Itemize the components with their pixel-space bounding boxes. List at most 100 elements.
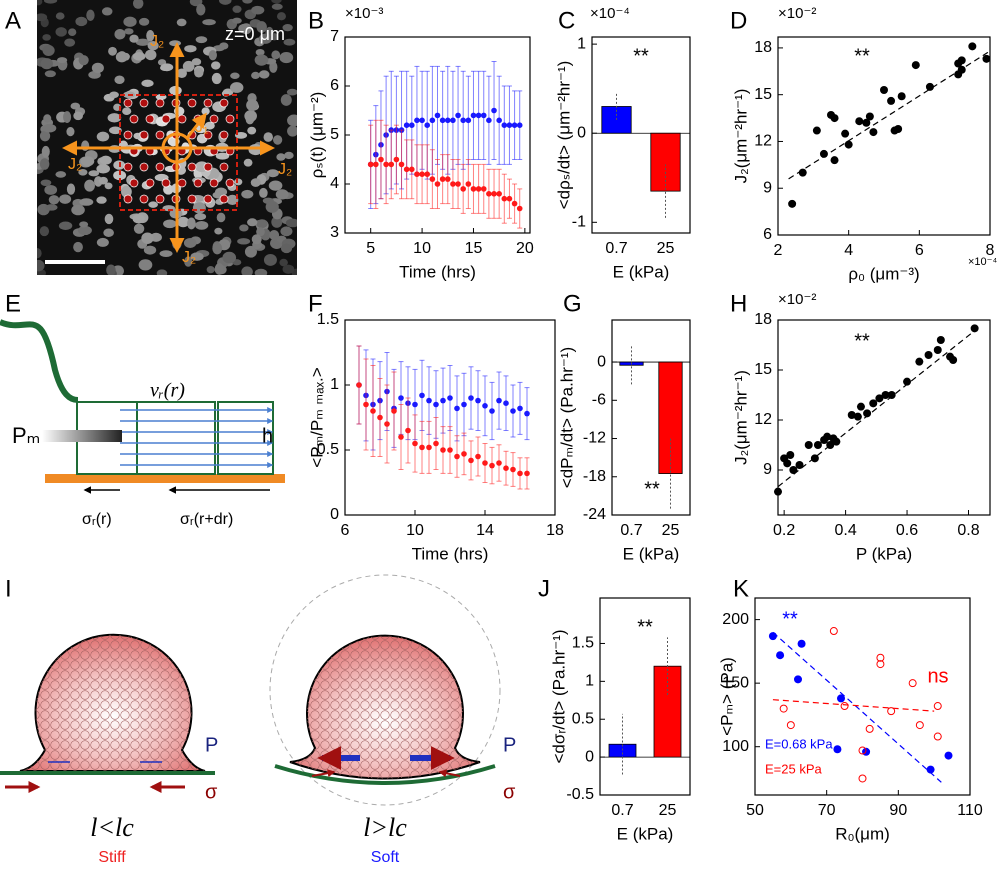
point bbox=[419, 171, 425, 177]
y-tick-label: -1 bbox=[572, 214, 586, 231]
nucleus bbox=[263, 253, 277, 266]
nucleus bbox=[78, 168, 88, 176]
nucleus bbox=[63, 111, 72, 124]
point bbox=[915, 357, 924, 366]
point bbox=[908, 679, 917, 688]
cell-dot bbox=[225, 114, 235, 124]
point bbox=[865, 112, 874, 121]
point bbox=[412, 401, 418, 408]
point bbox=[925, 82, 934, 91]
plot-frame bbox=[344, 319, 556, 516]
point bbox=[933, 346, 942, 354]
y-tick-label: 1 bbox=[585, 673, 594, 690]
tissue-edge bbox=[0, 319, 79, 403]
point bbox=[524, 410, 530, 417]
y-tick-label: 6 bbox=[330, 77, 339, 94]
pressure-label: P bbox=[205, 734, 218, 756]
nucleus bbox=[68, 28, 77, 37]
nucleus bbox=[37, 13, 48, 22]
annotation: ** bbox=[782, 608, 798, 630]
y-axis-label: <dPₘ/dt> (Pa.hr⁻¹) bbox=[557, 347, 576, 488]
cell-dot bbox=[155, 130, 165, 140]
annotation: E=0.68 kPa bbox=[765, 736, 833, 751]
y-axis-label: <Pₘ/Pₘ ₘₐₓ.> bbox=[307, 367, 326, 467]
nucleus bbox=[187, 217, 196, 230]
nucleus bbox=[240, 23, 252, 35]
cell-dot bbox=[145, 178, 155, 188]
nucleus bbox=[239, 224, 249, 232]
x-tick-label: 0.6 bbox=[896, 522, 918, 539]
x-tick-label: 18 bbox=[546, 522, 564, 539]
x-tick-label: 50 bbox=[746, 802, 764, 819]
point bbox=[823, 432, 832, 441]
panel-letter: B bbox=[308, 7, 324, 34]
point bbox=[461, 451, 467, 457]
cell-dot bbox=[219, 130, 229, 140]
nucleus bbox=[59, 194, 72, 204]
point bbox=[433, 440, 439, 447]
point bbox=[856, 402, 865, 411]
nucleus bbox=[211, 72, 222, 85]
microscopy-panel: z=0 μm J₂ J₂ J₂ J₂ J₁ bbox=[37, 0, 297, 275]
point bbox=[367, 161, 374, 168]
cell-dot bbox=[177, 178, 187, 188]
cell-dot bbox=[203, 194, 213, 204]
nucleus bbox=[256, 21, 267, 33]
y-tick-label: -24 bbox=[583, 506, 606, 523]
nucleus bbox=[99, 155, 112, 165]
point bbox=[970, 324, 979, 333]
point bbox=[419, 444, 425, 451]
y-tick-label: 0.5 bbox=[317, 441, 339, 458]
nucleus bbox=[55, 12, 65, 20]
nucleus bbox=[275, 189, 289, 200]
point bbox=[475, 112, 482, 119]
nucleus bbox=[107, 113, 122, 123]
nucleus bbox=[204, 121, 215, 130]
point bbox=[863, 409, 872, 418]
x-tick-label: 6 bbox=[341, 522, 350, 539]
point bbox=[957, 65, 966, 74]
nucleus bbox=[43, 114, 52, 123]
point bbox=[434, 112, 441, 119]
y-tick-label: 0.5 bbox=[572, 710, 594, 727]
panel-letter: G bbox=[563, 290, 582, 317]
nucleus bbox=[163, 219, 177, 229]
point bbox=[911, 61, 920, 70]
point bbox=[409, 122, 415, 128]
nucleus bbox=[144, 49, 157, 61]
nucleus bbox=[42, 34, 51, 41]
annotation: ** bbox=[854, 45, 870, 67]
point bbox=[384, 421, 390, 427]
point bbox=[419, 392, 425, 399]
point bbox=[455, 112, 461, 119]
point bbox=[470, 112, 477, 119]
nucleus bbox=[148, 201, 158, 208]
reference-sphere bbox=[269, 574, 501, 806]
condition-label: l>lc bbox=[363, 813, 407, 842]
nucleus bbox=[232, 5, 242, 13]
x-tick-label: 0.7 bbox=[611, 802, 633, 819]
nucleus bbox=[279, 258, 288, 267]
nucleus bbox=[280, 226, 293, 237]
nucleus bbox=[78, 55, 89, 66]
panel-letter: I bbox=[5, 575, 12, 602]
y-tick-label: 9 bbox=[763, 179, 772, 196]
cell-dot bbox=[187, 162, 197, 172]
point bbox=[475, 453, 481, 460]
cell-dot bbox=[219, 194, 229, 204]
y-axis-label: ρₛ(t) (μm⁻²) bbox=[307, 92, 326, 179]
point bbox=[454, 453, 460, 460]
nucleus bbox=[237, 238, 251, 245]
point bbox=[447, 395, 453, 401]
nucleus bbox=[55, 171, 67, 178]
x-tick-label: 90 bbox=[889, 802, 907, 819]
y-tick-label: -12 bbox=[583, 430, 606, 447]
x-tick-label: 70 bbox=[818, 802, 836, 819]
point bbox=[869, 128, 878, 137]
y-axis-label: <Pₘ> (Pa) bbox=[717, 657, 736, 736]
cell-dot bbox=[123, 162, 133, 172]
cell-dot bbox=[139, 162, 149, 172]
point bbox=[517, 405, 523, 412]
point bbox=[881, 391, 890, 399]
bar bbox=[658, 361, 683, 474]
